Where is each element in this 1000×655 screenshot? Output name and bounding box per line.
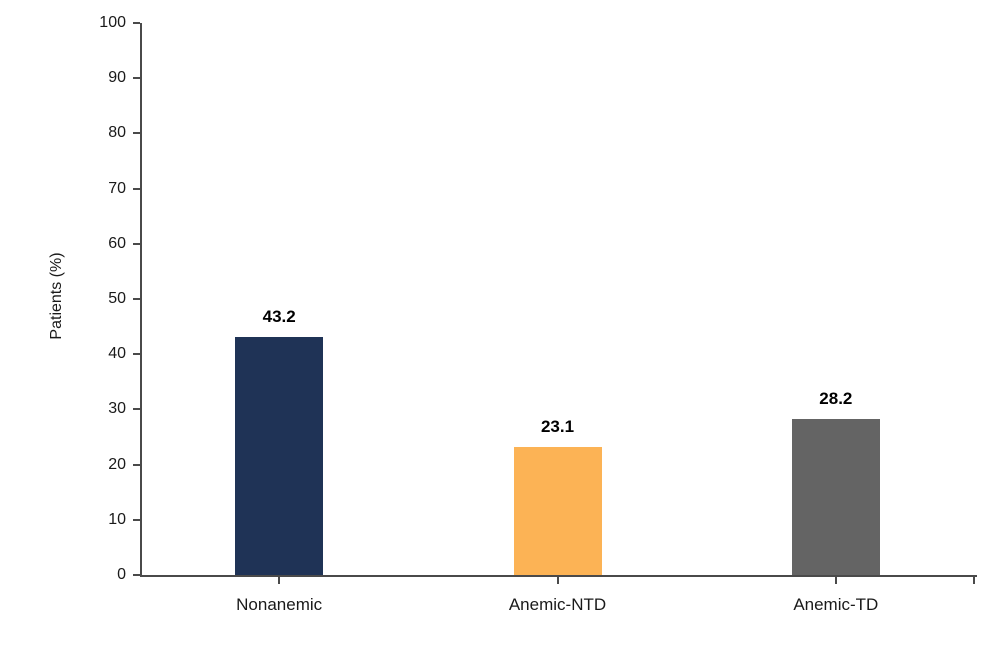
y-tick-mark <box>133 353 140 356</box>
category-label: Anemic-NTD <box>508 595 607 614</box>
y-axis-line <box>140 23 142 577</box>
y-tick-mark <box>133 408 140 411</box>
x-axis-end-tick-mark <box>973 577 975 584</box>
y-tick-label: 60 <box>108 234 126 252</box>
y-tick-label: 0 <box>117 566 126 583</box>
x-tick-mark <box>834 577 837 584</box>
y-tick-mark <box>133 298 140 300</box>
x-tick-mark <box>278 577 281 584</box>
y-tick-label: 90 <box>108 69 126 87</box>
y-tick-label: 30 <box>108 400 126 418</box>
y-tick-label: 50 <box>108 290 126 307</box>
bar-anemic-td <box>791 419 880 575</box>
y-tick-mark <box>133 22 140 24</box>
y-tick-label: 70 <box>108 179 126 197</box>
y-tick-mark <box>133 463 140 466</box>
y-tick-label: 20 <box>108 455 126 473</box>
y-tick-mark <box>133 187 140 190</box>
bar-nonanemic <box>235 336 324 575</box>
y-tick-mark <box>133 518 140 521</box>
category-label: Nonanemic <box>236 595 323 614</box>
bar-value-label: 23.1 <box>540 417 575 437</box>
y-tick-mark <box>133 574 140 576</box>
y-tick-label: 100 <box>99 14 126 31</box>
y-tick-mark <box>133 77 140 80</box>
y-axis-title: Patients (%) <box>48 252 65 340</box>
y-tick-label: 40 <box>108 345 126 363</box>
y-tick-mark <box>133 132 140 135</box>
bar-anemic-ntd <box>513 447 602 575</box>
y-tick-mark <box>133 242 140 245</box>
bar-value-label: 28.2 <box>819 389 853 409</box>
category-label: Anemic-TD <box>793 595 879 614</box>
plot-area: 0 10 20 30 40 50 60 70 80 90 100 43.2 Nonanemic 23.1… <box>99 14 977 614</box>
bar-value-label: 43.2 <box>262 306 296 326</box>
x-axis-line <box>140 575 977 577</box>
x-tick-mark <box>556 577 559 584</box>
y-tick-label: 80 <box>108 124 126 142</box>
y-tick-label: 10 <box>108 510 126 528</box>
